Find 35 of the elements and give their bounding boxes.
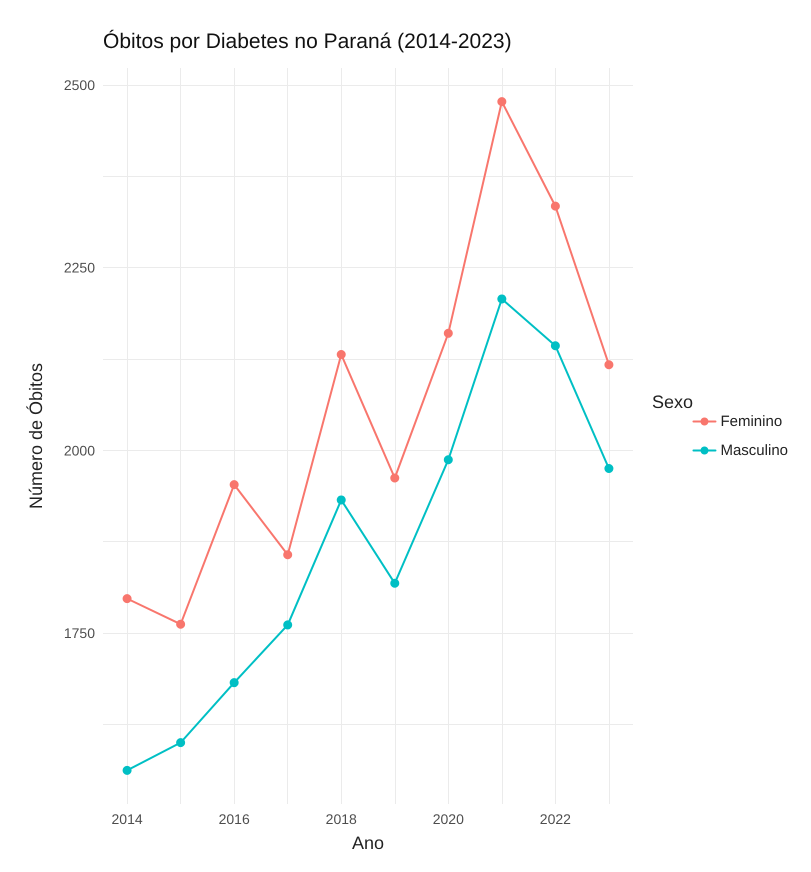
point [550, 202, 560, 211]
point [390, 578, 400, 588]
point [444, 328, 453, 338]
x-axis-title: Ano [352, 833, 384, 853]
point [604, 360, 614, 370]
y-tick-label: 2000 [64, 442, 96, 458]
point [122, 766, 132, 775]
x-tick-label: 2014 [112, 811, 143, 827]
point [336, 495, 346, 504]
y-axis-title: Número de Óbitos [26, 362, 46, 510]
point [497, 294, 506, 304]
point [336, 350, 346, 360]
x-tick-label: 2022 [540, 811, 572, 827]
point [550, 341, 560, 350]
point [283, 550, 292, 560]
point [604, 464, 614, 474]
point [444, 455, 453, 464]
legend-title: Sexo [652, 392, 694, 412]
point [176, 738, 186, 748]
y-tick-label: 2500 [64, 76, 96, 93]
point [283, 620, 292, 630]
y-tick-label: 1750 [64, 624, 96, 641]
point [230, 678, 239, 688]
x-tick-label: 2020 [432, 811, 464, 827]
legend-label: Masculino [720, 442, 788, 459]
point [176, 620, 186, 629]
point [390, 474, 400, 483]
chart-title: Óbitos por Diabetes no Paraná (2014-2023) [103, 29, 512, 53]
point [122, 594, 132, 604]
y-tick-label: 2250 [64, 260, 96, 276]
x-tick-label: 2016 [218, 811, 250, 827]
legend-label: Feminino [720, 413, 782, 430]
point [497, 97, 506, 106]
point [230, 480, 239, 490]
x-tick-label: 2018 [326, 811, 358, 827]
